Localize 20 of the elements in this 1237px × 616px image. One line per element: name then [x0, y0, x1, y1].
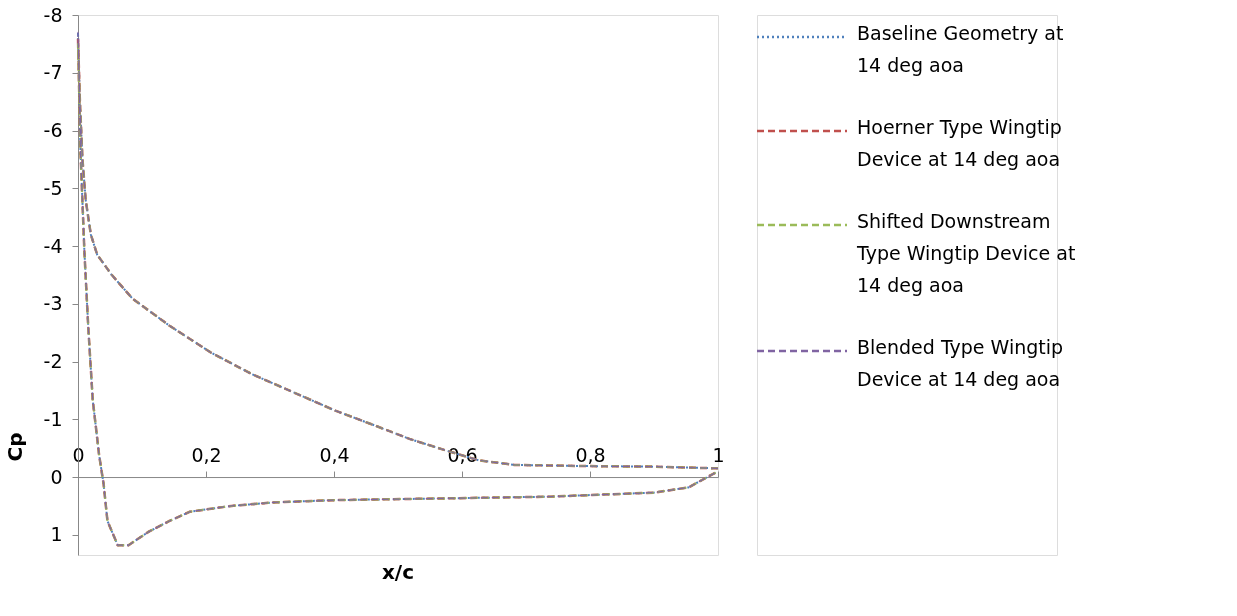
y-tick-label: -1	[43, 407, 63, 430]
y-tick-label: -4	[43, 234, 63, 257]
y-tick-label: -8	[43, 3, 63, 26]
y-tick-label: 0	[50, 465, 63, 488]
y-axis-title: Cp	[3, 432, 27, 462]
y-tick-label: -3	[43, 292, 63, 315]
x-tick-label: 0,8	[575, 443, 606, 466]
y-tick-label: -5	[43, 176, 63, 199]
legend-label: Baseline Geometry at 14 deg aoa	[857, 22, 1064, 76]
x-axis-title: x/c	[381, 560, 415, 584]
x-tick-label: 0,4	[319, 443, 350, 466]
y-tick-label: -6	[43, 119, 63, 142]
x-tick-label: 0,2	[191, 443, 222, 466]
y-tick-label: -2	[43, 350, 63, 373]
legend-label: Hoerner Type Wingtip Device at 14 deg aoa	[857, 116, 1062, 170]
y-tick-label: 1	[50, 523, 63, 546]
legend-label: Blended Type Wingtip Device at 14 deg aoa	[857, 336, 1064, 390]
y-tick-label: -7	[43, 61, 63, 84]
legend-label: Shifted Downstream Type Wingtip Device at 14 deg aoa	[856, 210, 1076, 296]
x-tick-label: 1	[712, 443, 725, 466]
